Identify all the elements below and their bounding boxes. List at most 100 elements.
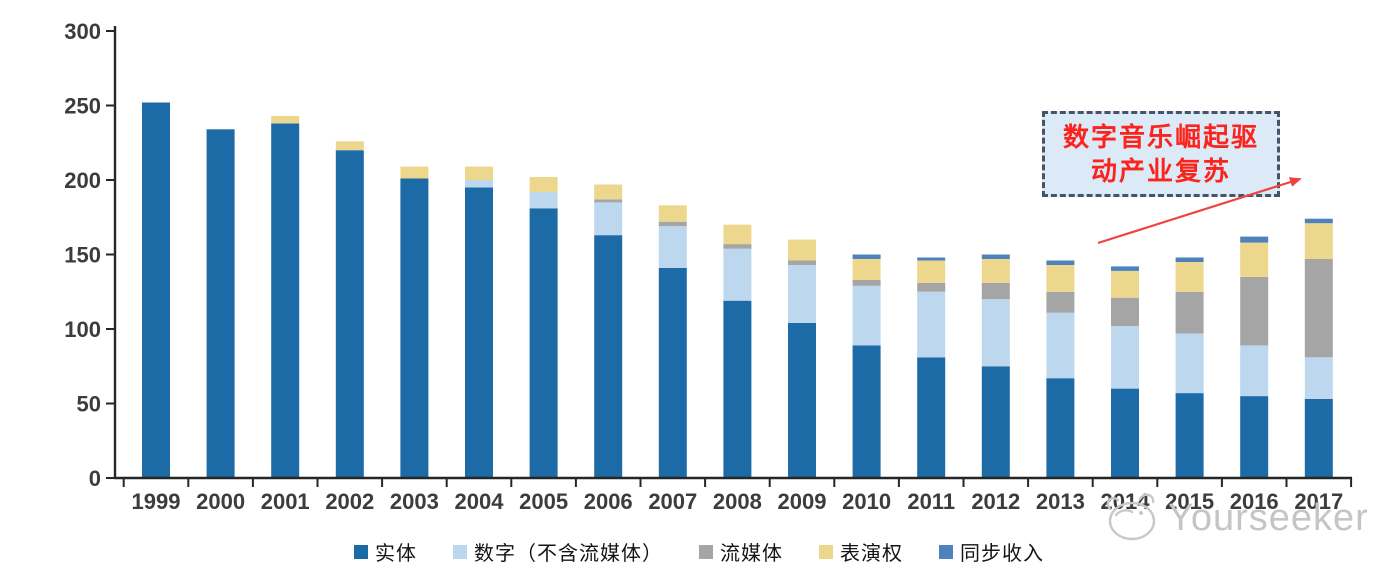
x-tick-label-2002: 2002 (325, 489, 374, 514)
bar-segment-2013 (1046, 260, 1075, 265)
bar-segment-2002 (335, 141, 364, 151)
x-tick-label-2004: 2004 (455, 489, 505, 514)
legend-label: 实体 (375, 543, 417, 565)
chart-legend: 实体 数字（不含流媒体） 流媒体 表演权 同步收入 (0, 537, 1398, 566)
bar-segment-2009 (788, 323, 816, 478)
bar-segment-2017 (1304, 357, 1333, 399)
bar-segment-2015 (1175, 261, 1204, 292)
bar-segment-2007 (658, 205, 687, 222)
legend-item-3: 流媒体 (699, 537, 783, 566)
x-tick-label-2017: 2017 (1294, 489, 1343, 514)
watermark-text: Yourseeker (1168, 496, 1369, 539)
bar-segment-2014 (1111, 266, 1139, 271)
legend-swatch-icon (939, 544, 953, 559)
bar-segment-2006 (594, 199, 623, 203)
bar-segment-2013 (1046, 291, 1075, 313)
bar-segment-2011 (917, 257, 946, 261)
bar-segment-2004 (465, 187, 493, 478)
bar-segment-2016 (1240, 242, 1269, 277)
bar-segment-2012 (981, 282, 1010, 300)
bar-segment-2012 (981, 299, 1010, 367)
bar-segment-2008 (723, 248, 752, 301)
bar-segment-2010 (852, 254, 881, 259)
bar-segment-2011 (917, 357, 946, 478)
bar-segment-2009 (788, 260, 816, 265)
legend-label: 流媒体 (720, 543, 783, 565)
x-tick-label-2005: 2005 (519, 489, 568, 514)
legend-swatch-icon (699, 544, 713, 559)
bar-segment-2016 (1240, 396, 1269, 478)
legend-swatch-icon (819, 544, 833, 559)
x-tick-label-2007: 2007 (648, 489, 697, 514)
bar-segment-2007 (658, 226, 687, 268)
bar-segment-2014 (1111, 270, 1139, 298)
bar-segment-2002 (335, 150, 364, 478)
bar-segment-2008 (723, 300, 752, 478)
bar-segment-2017 (1304, 218, 1333, 224)
bar-segment-2017 (1304, 399, 1333, 478)
y-tick-label-50: 50 (77, 392, 101, 417)
y-tick-label-300: 300 (64, 19, 101, 44)
legend-item-2: 数字（不含流媒体） (453, 537, 663, 566)
legend-item-4: 表演权 (819, 537, 903, 566)
bar-segment-2003 (400, 178, 429, 478)
legend-label: 数字（不含流媒体） (474, 543, 663, 565)
bar-segment-2010 (852, 259, 881, 280)
bar-segment-2016 (1240, 276, 1269, 346)
bar-segment-2003 (400, 166, 429, 179)
bar-segment-2016 (1240, 345, 1269, 397)
bar-segment-2004 (465, 166, 493, 180)
bar-segment-2017 (1304, 259, 1333, 358)
bar-segment-2004 (465, 180, 493, 188)
bar-segment-2015 (1175, 393, 1204, 478)
bar-segment-2010 (852, 285, 881, 346)
bar-segment-2014 (1111, 388, 1139, 478)
watermark: Yourseeker (1096, 489, 1369, 547)
x-tick-label-2016: 2016 (1230, 489, 1279, 514)
bar-segment-2006 (594, 202, 623, 236)
bar-segment-2001 (271, 123, 300, 479)
bar-segment-2013 (1046, 264, 1075, 292)
bar-segment-2012 (981, 259, 1010, 283)
bar-segment-2000 (206, 129, 235, 479)
annotation-callout: 数字音乐崛起驱 动产业复苏 (1042, 111, 1280, 197)
bar-segment-2007 (658, 221, 687, 227)
bar-segment-2011 (917, 260, 946, 283)
bar-segment-2012 (981, 366, 1010, 479)
legend-item-1: 实体 (354, 537, 417, 566)
bar-segment-2008 (723, 244, 752, 249)
bar-segment-2010 (852, 279, 881, 286)
bar-segment-1999 (142, 102, 170, 478)
bar-segment-2013 (1046, 378, 1075, 478)
bar-segment-2001 (271, 115, 300, 124)
bar-segment-2015 (1175, 291, 1204, 334)
bar-segment-2009 (788, 264, 816, 323)
bar-segment-2006 (594, 235, 623, 478)
y-tick-label-250: 250 (64, 94, 101, 119)
bar-segment-2014 (1111, 297, 1139, 326)
bar-segment-2009 (788, 239, 816, 261)
legend-swatch-icon (453, 544, 467, 559)
x-tick-label-2011: 2011 (907, 489, 955, 514)
y-tick-label-0: 0 (89, 466, 101, 491)
bar-segment-2011 (917, 282, 946, 292)
x-tick-label-2006: 2006 (584, 489, 633, 514)
x-tick-label-2015: 2015 (1165, 489, 1214, 514)
x-tick-label-2000: 2000 (196, 489, 245, 514)
x-tick-label-2009: 2009 (778, 489, 827, 514)
bar-segment-2015 (1175, 257, 1204, 262)
y-tick-label-150: 150 (64, 243, 101, 268)
bar-segment-2017 (1304, 223, 1333, 259)
bar-segment-2013 (1046, 312, 1075, 379)
bar-segment-2006 (594, 184, 623, 200)
legend-label: 同步收入 (960, 543, 1044, 565)
bar-segment-2014 (1111, 326, 1139, 389)
annotation-text-line1: 数字音乐崛起驱 (1062, 122, 1259, 152)
bar-segment-2011 (917, 291, 946, 358)
legend-swatch-icon (354, 544, 368, 559)
legend-label: 表演权 (840, 543, 903, 565)
watermark-logo-icon (1106, 493, 1156, 541)
x-tick-label-2003: 2003 (390, 489, 439, 514)
bar-segment-2005 (529, 191, 558, 209)
